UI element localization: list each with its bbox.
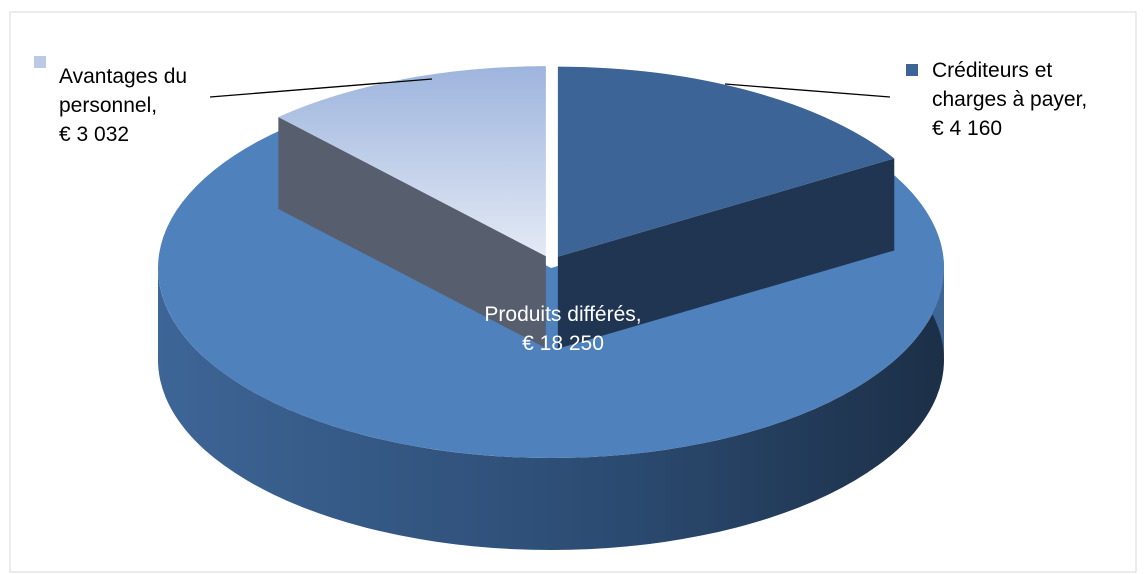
chart-border: [9, 11, 1137, 573]
leader-line: [209, 78, 433, 98]
data-label: Produits différés, € 18 250: [413, 300, 713, 358]
data-label: Avantages du personnel, € 3 032: [59, 62, 224, 149]
value-label: € 4 160: [932, 117, 1003, 140]
value-label: € 18 250: [522, 332, 604, 355]
legend-swatch: [34, 56, 46, 68]
pie-slice: [278, 66, 546, 257]
category-label: Avantages du personnel,: [59, 65, 188, 117]
pie-slice: [557, 66, 895, 257]
leader-line: [724, 83, 891, 98]
value-label: € 3 032: [59, 123, 130, 146]
legend-swatch: [906, 64, 918, 76]
category-label: Produits différés,: [484, 303, 642, 326]
data-label: Créditeurs et charges à payer, € 4 160: [932, 56, 1132, 143]
pie-wall: [557, 158, 895, 349]
category-label: Créditeurs et charges à payer,: [932, 59, 1088, 111]
pie-side: [158, 268, 944, 550]
pie-wall: [278, 117, 546, 349]
